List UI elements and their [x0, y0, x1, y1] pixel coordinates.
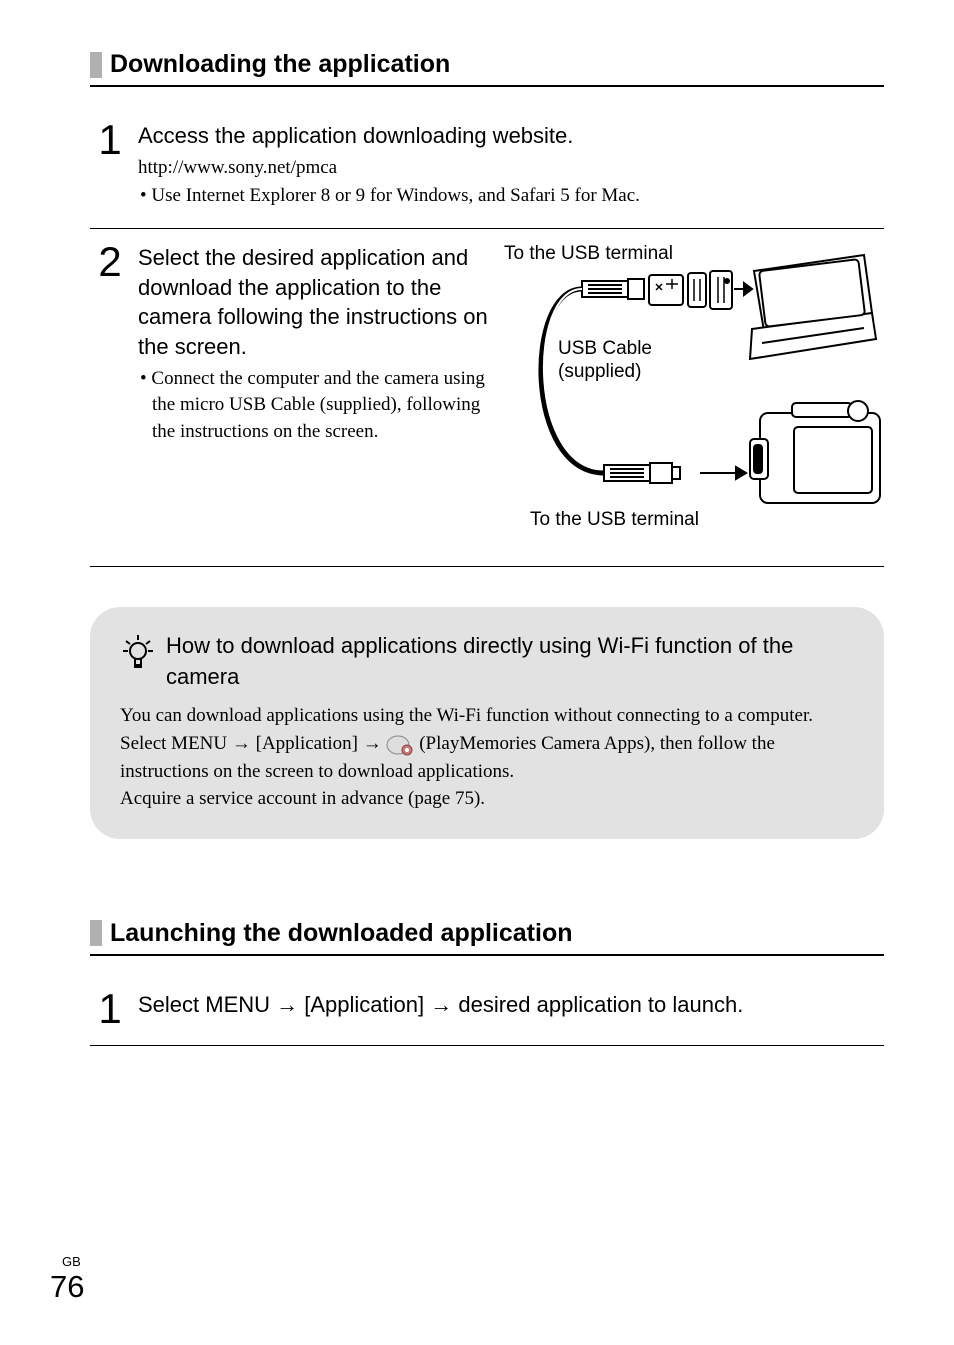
step-number: 1 — [90, 121, 130, 159]
tip-body: You can download applications using the … — [120, 702, 854, 812]
tip-title: How to download applications directly us… — [166, 631, 854, 693]
step-bullet: Use Internet Explorer 8 or 9 for Windows… — [138, 183, 884, 210]
section-heading-downloading: Downloading the application — [90, 50, 884, 87]
step-title: Select the desired application and downl… — [138, 243, 492, 362]
lightbulb-tip-icon — [120, 631, 156, 671]
step-number: 2 — [90, 243, 130, 281]
heading-text: Launching the downloaded application — [110, 919, 573, 948]
tip-box: How to download applications directly us… — [90, 607, 884, 839]
connection-diagram: To the USB terminal USB Cable (supplied) — [504, 243, 884, 548]
heading-marker-icon — [90, 52, 102, 78]
tip-paragraph-2: Select MENU → [Application] → (PlayMemor… — [120, 730, 854, 785]
diagram-label-cable1: USB Cable — [558, 338, 652, 360]
step-2: 2 Select the desired application and dow… — [90, 229, 884, 567]
step-number: 1 — [90, 990, 130, 1028]
playmemories-apps-icon — [386, 734, 414, 756]
step-title: Access the application downloading websi… — [138, 121, 884, 151]
step-1: 1 Access the application downloading web… — [90, 107, 884, 229]
section-heading-launching: Launching the downloaded application — [90, 919, 884, 956]
tip-paragraph-1: You can download applications using the … — [120, 702, 854, 730]
diagram-label-top: To the USB terminal — [504, 243, 673, 265]
step-1-launch: 1 Select MENU → [Application] → desired … — [90, 976, 884, 1047]
usb-connection-illustration — [504, 243, 884, 543]
footer-page-number: 76 — [50, 1269, 84, 1304]
step-bullet: Connect the computer and the camera usin… — [138, 366, 492, 446]
diagram-label-bottom: To the USB terminal — [530, 509, 699, 531]
diagram-label-cable2: (supplied) — [558, 361, 641, 383]
heading-text: Downloading the application — [110, 50, 450, 79]
footer-gb: GB — [62, 1254, 84, 1269]
tip-paragraph-3: Acquire a service account in advance (pa… — [120, 785, 854, 813]
page-footer: GB 76 — [50, 1254, 84, 1305]
step-url: http://www.sony.net/pmca — [138, 155, 884, 182]
heading-marker-icon — [90, 920, 102, 946]
step-title: Select MENU → [Application] → desired ap… — [138, 990, 884, 1020]
